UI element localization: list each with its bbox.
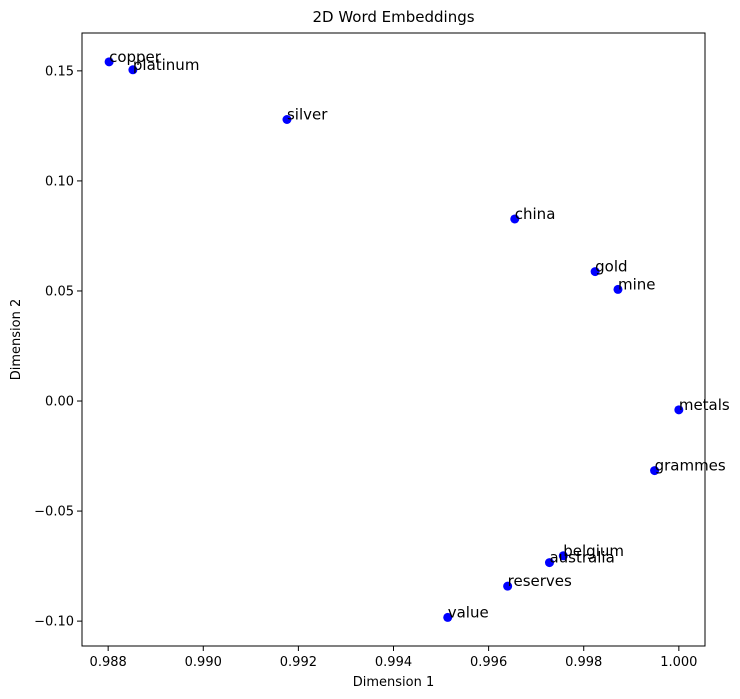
x-tick-label: 0.996: [470, 655, 507, 670]
data-point: [104, 57, 114, 67]
y-axis-label: Dimension 2: [9, 299, 24, 381]
x-tick-label: 0.992: [280, 655, 317, 670]
data-point-label: value: [448, 603, 489, 621]
y-tick-label: −0.05: [34, 505, 74, 520]
data-point-label: platinum: [133, 56, 200, 74]
plot-area-frame: [81, 32, 706, 647]
x-tick-label: 0.998: [565, 655, 602, 670]
data-point: [282, 115, 292, 125]
data-point: [503, 581, 513, 591]
x-tick-label: 0.990: [185, 655, 222, 670]
chart-title: 2D Word Embeddings: [312, 8, 474, 26]
y-tick-label: 0.05: [45, 284, 74, 299]
data-point: [558, 551, 568, 561]
data-point: [128, 65, 138, 75]
x-axis-label: Dimension 1: [353, 675, 435, 690]
data-point: [590, 267, 600, 277]
data-point-label: metals: [679, 396, 730, 414]
data-point-label: mine: [618, 275, 656, 293]
x-tick-label: 0.994: [375, 655, 412, 670]
y-axis-ticks: −0.10 −0.05 0.00 0.05 0.10 0.15: [34, 64, 82, 630]
y-tick-label: 0.10: [45, 174, 74, 189]
data-point-label: gold: [595, 258, 627, 276]
data-point-label: reserves: [508, 572, 572, 590]
data-point: [613, 284, 623, 294]
data-point: [544, 558, 554, 568]
y-tick-label: 0.15: [45, 64, 74, 79]
data-point-label: belgium: [563, 542, 624, 560]
x-tick-label: 0.988: [90, 655, 127, 670]
data-point-label: silver: [287, 106, 328, 124]
data-point-label: copper: [109, 48, 162, 66]
data-point: [443, 612, 453, 622]
data-point: [674, 405, 684, 415]
data-point-label: australia: [549, 549, 614, 567]
data-point-label: grammes: [655, 457, 726, 475]
x-axis-ticks: 0.988 0.990 0.992 0.994 0.996 0.998 1.000: [90, 646, 697, 670]
y-tick-label: −0.10: [34, 615, 74, 630]
x-tick-label: 1.000: [660, 655, 697, 670]
data-point: [510, 214, 520, 224]
data-point-label: china: [515, 205, 556, 223]
data-point: [650, 466, 660, 476]
y-tick-label: 0.00: [45, 395, 74, 410]
